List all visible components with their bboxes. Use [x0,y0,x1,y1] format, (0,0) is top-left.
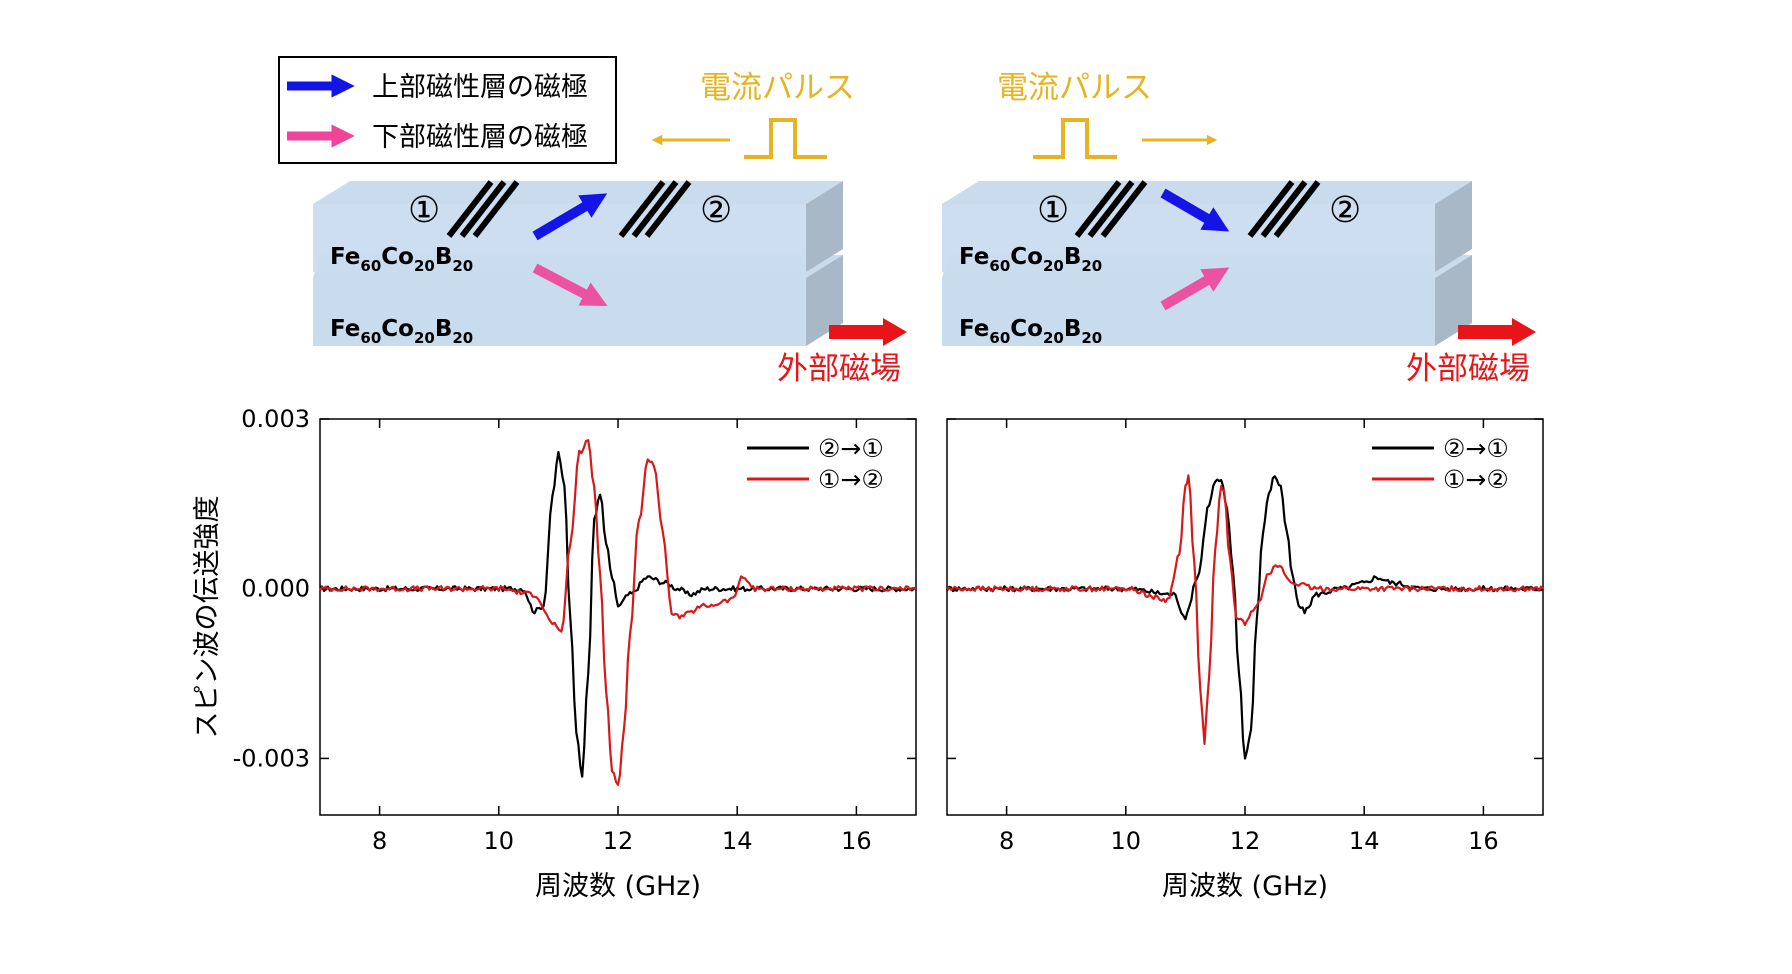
chart-legend: ②→① ①→② [747,434,884,494]
x-tick-label: 10 [484,827,515,855]
x-tick-label: 14 [1349,827,1380,855]
x-tick-label: 14 [722,827,753,855]
port-1-label: ① [1037,190,1069,231]
legend-label-series-12: ①→② [1443,465,1509,494]
external-field-arrow-head [883,318,907,346]
lower-material-label: Fe60Co20B20 [330,316,473,347]
legend-label-series-21: ②→① [1443,434,1509,463]
pulse-shape [744,118,827,159]
upper-material-label: Fe60Co20B20 [959,244,1102,275]
x-tick-label: 16 [841,827,872,855]
lower-pole-arrow [532,263,608,307]
x-tick-label: 16 [1468,827,1499,855]
upper-layer-front [313,204,806,272]
x-tick-label: 10 [1111,827,1142,855]
upper-layer-front [942,204,1435,272]
upper-layer-top [313,181,843,204]
x-tick-label: 8 [999,827,1014,855]
antenna-port-2 [618,180,692,238]
antenna-port-1 [1074,180,1148,238]
chart-legend: ②→① ①→② [1372,434,1509,494]
x-tick-label: 8 [372,827,387,855]
legend-label-series-12: ①→② [818,465,884,494]
lower-pole-arrow [1160,267,1230,311]
external-field-label: 外部磁場 [777,351,901,387]
current-pulse-label: 電流パルス [700,70,855,106]
x-axis-label: 周波数 (GHz) [1162,871,1328,902]
schematic-left: 電流パルス ① ② Fe60Co20B20 [313,70,907,387]
upper-pole-arrow [1160,188,1230,232]
x-tick-label: 12 [1230,827,1261,855]
series-line-series-21 [946,475,1544,760]
schematic-right: 電流パルス ① ② Fe60Co20B20 Fe60Co20B20 [942,70,1536,387]
y-tick-label: 0.003 [241,405,310,433]
y-axis-label: スピン波の伝送強度 [192,496,223,739]
series-line-series-12 [946,474,1544,745]
legend-label-series-21: ②→① [818,434,884,463]
lower-layer-front [313,278,806,346]
current-pulse-label: 電流パルス [997,70,1152,106]
lower-pole-legend-label: 下部磁性層の磁極 [372,122,588,153]
lower-layer-side [806,255,843,346]
chart-right: 周波数 (GHz) 8 10 12 14 16 ②→① ①→② [946,418,1544,902]
port-1-label: ① [408,190,440,231]
magnet-legend-box: 上部磁性層の磁極 下部磁性層の磁極 [278,56,617,164]
external-field-label: 外部磁場 [1406,351,1530,387]
antenna-port-2 [1247,180,1321,238]
upper-pole-arrow [532,193,608,241]
series-line-series-21 [319,450,917,778]
upper-layer-side [806,181,843,272]
upper-layer-side [1435,181,1472,272]
external-field-arrow-shaft [1458,325,1512,339]
chart-left: スピン波の伝送強度 周波数 (GHz) 8 10 12 14 16 -0.003 0.000… [192,405,917,902]
port-2-label: ② [700,190,732,231]
upper-pole-legend-label: 上部磁性層の磁極 [372,72,588,103]
y-tick-label: 0.000 [241,575,310,603]
x-axis-label: 周波数 (GHz) [535,871,701,902]
lower-layer-side [1435,255,1472,346]
external-field-arrow-shaft [829,325,883,339]
y-tick-label: -0.003 [233,744,310,772]
lower-material-label: Fe60Co20B20 [959,316,1102,347]
upper-material-label: Fe60Co20B20 [330,244,473,275]
series-line-series-12 [319,439,917,786]
port-2-label: ② [1329,190,1361,231]
upper-layer-top [942,181,1472,204]
pulse-shape [1033,118,1117,159]
x-tick-label: 12 [603,827,634,855]
external-field-arrow-head [1512,318,1536,346]
antenna-port-1 [446,180,520,238]
